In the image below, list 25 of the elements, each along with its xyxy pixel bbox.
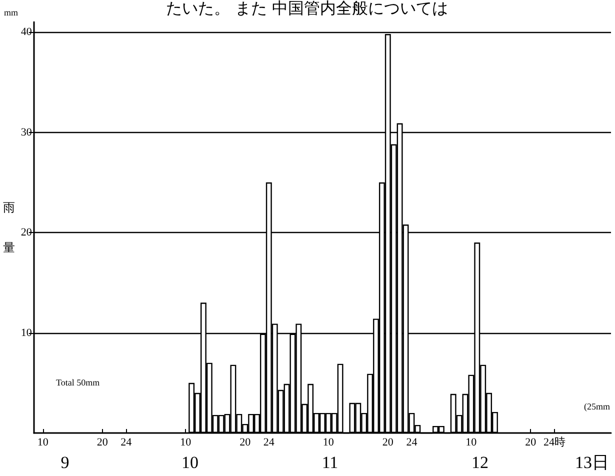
- x-tick-label: 20: [382, 436, 394, 448]
- text: 10: [182, 453, 198, 472]
- x-tick-label: 10: [322, 436, 334, 448]
- text: たいた。 また 中国管内全般については: [166, 0, 448, 18]
- x-tick-label: 10: [466, 436, 478, 448]
- x-tick-label: 20: [96, 436, 108, 448]
- y-tick-label: 30: [20, 126, 32, 138]
- x-tick-label: 20: [525, 436, 537, 448]
- x-tick-label: 24: [406, 436, 418, 448]
- text: 12: [472, 453, 488, 472]
- text: 雨量: [3, 200, 15, 254]
- x-tick-label: 24: [263, 436, 275, 448]
- x-tick-label: 24: [120, 436, 132, 448]
- annotation: (25mm: [584, 402, 610, 412]
- y-tick-label: 20: [20, 226, 32, 239]
- annotation: Total 50mm: [56, 378, 100, 388]
- y-tick-label: 40: [20, 26, 32, 38]
- x-tick-label: 20: [240, 436, 252, 448]
- text: 13日: [575, 453, 609, 472]
- text: mm: [4, 8, 18, 18]
- x-tick-label: 10: [180, 436, 192, 448]
- x-tick-label: 10: [37, 436, 49, 448]
- text: 11: [322, 453, 338, 472]
- x-tick-label: 24時: [543, 436, 566, 448]
- text: 9: [60, 453, 70, 472]
